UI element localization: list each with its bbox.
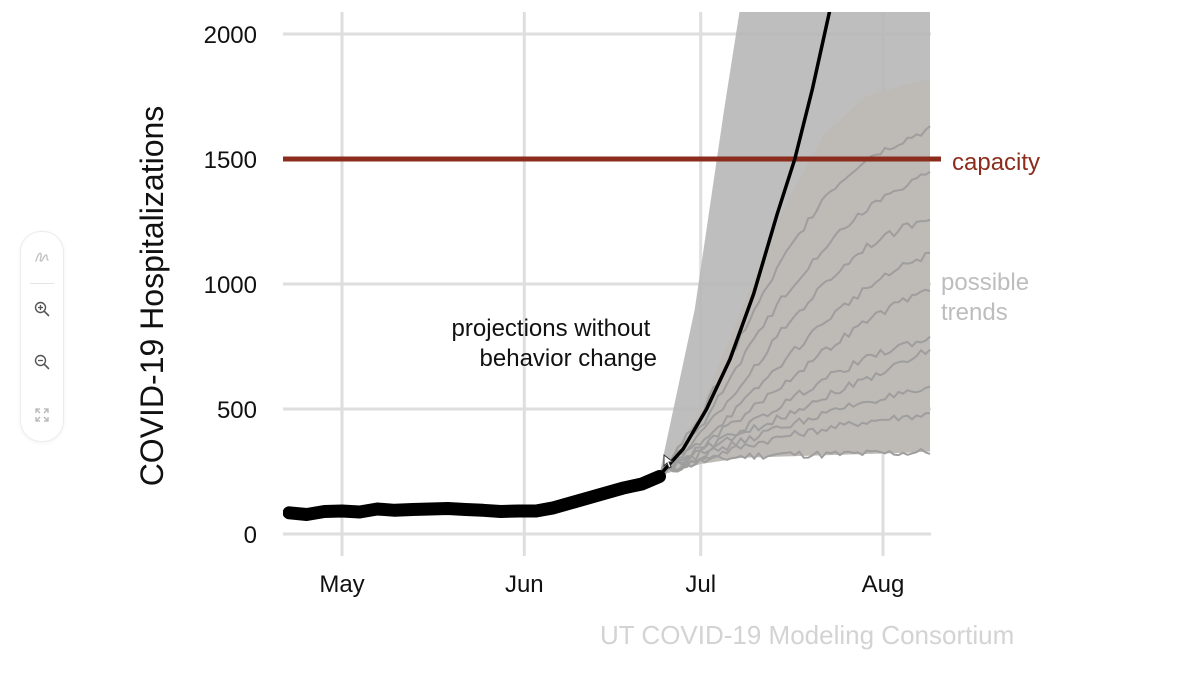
x-tick-jun: Jun bbox=[505, 571, 544, 598]
projection-label-line-2: behavior change bbox=[480, 345, 657, 372]
mouse-cursor-icon bbox=[663, 453, 675, 469]
possible-trend-line-4 bbox=[659, 348, 931, 477]
fit-screen-icon[interactable] bbox=[30, 403, 54, 427]
y-tick-0: 0 bbox=[244, 522, 257, 549]
x-tick-jul: Jul bbox=[685, 571, 716, 598]
x-tick-aug: Aug bbox=[862, 571, 905, 598]
possible-trend-line-7 bbox=[658, 251, 931, 475]
projection-label: projections without behavior change bbox=[452, 315, 657, 372]
viewer-toolbar bbox=[20, 231, 64, 442]
projection-label-line-1: projections without bbox=[452, 315, 651, 342]
possible-trend-line-1 bbox=[659, 447, 931, 475]
projection-line bbox=[658, 12, 832, 477]
possible-trend-line-6 bbox=[659, 288, 931, 476]
y-axis-label: COVID-19 Hospitalizations bbox=[134, 106, 170, 487]
x-tick-may: May bbox=[319, 571, 364, 598]
possible-trend-line-2 bbox=[659, 412, 930, 477]
zoom-in-icon[interactable] bbox=[30, 297, 54, 321]
capacity-label: capacity bbox=[952, 149, 1040, 176]
scribble-icon[interactable] bbox=[30, 245, 54, 269]
zoom-out-icon[interactable] bbox=[30, 350, 54, 374]
observed-line bbox=[283, 470, 666, 521]
y-tick-500: 500 bbox=[217, 397, 257, 424]
credit-text: UT COVID-19 Modeling Consortium bbox=[600, 620, 1015, 650]
y-tick-labels: 0 500 1000 1500 2000 bbox=[204, 22, 257, 549]
possible-trends-label: possible trends bbox=[941, 269, 1036, 326]
possible-trends-lines bbox=[658, 125, 931, 477]
possible-trend-line-3 bbox=[658, 385, 931, 475]
y-tick-1500: 1500 bbox=[204, 147, 257, 174]
y-tick-2000: 2000 bbox=[204, 22, 257, 49]
possible-trend-line-8 bbox=[658, 218, 931, 475]
y-tick-1000: 1000 bbox=[204, 272, 257, 299]
possible-trends-label-line-2: trends bbox=[941, 299, 1008, 326]
possible-trends-label-line-1: possible bbox=[941, 269, 1029, 296]
main-lines bbox=[283, 12, 832, 521]
x-tick-labels: May Jun Jul Aug bbox=[319, 571, 904, 598]
possible-trend-line-9 bbox=[658, 170, 931, 475]
